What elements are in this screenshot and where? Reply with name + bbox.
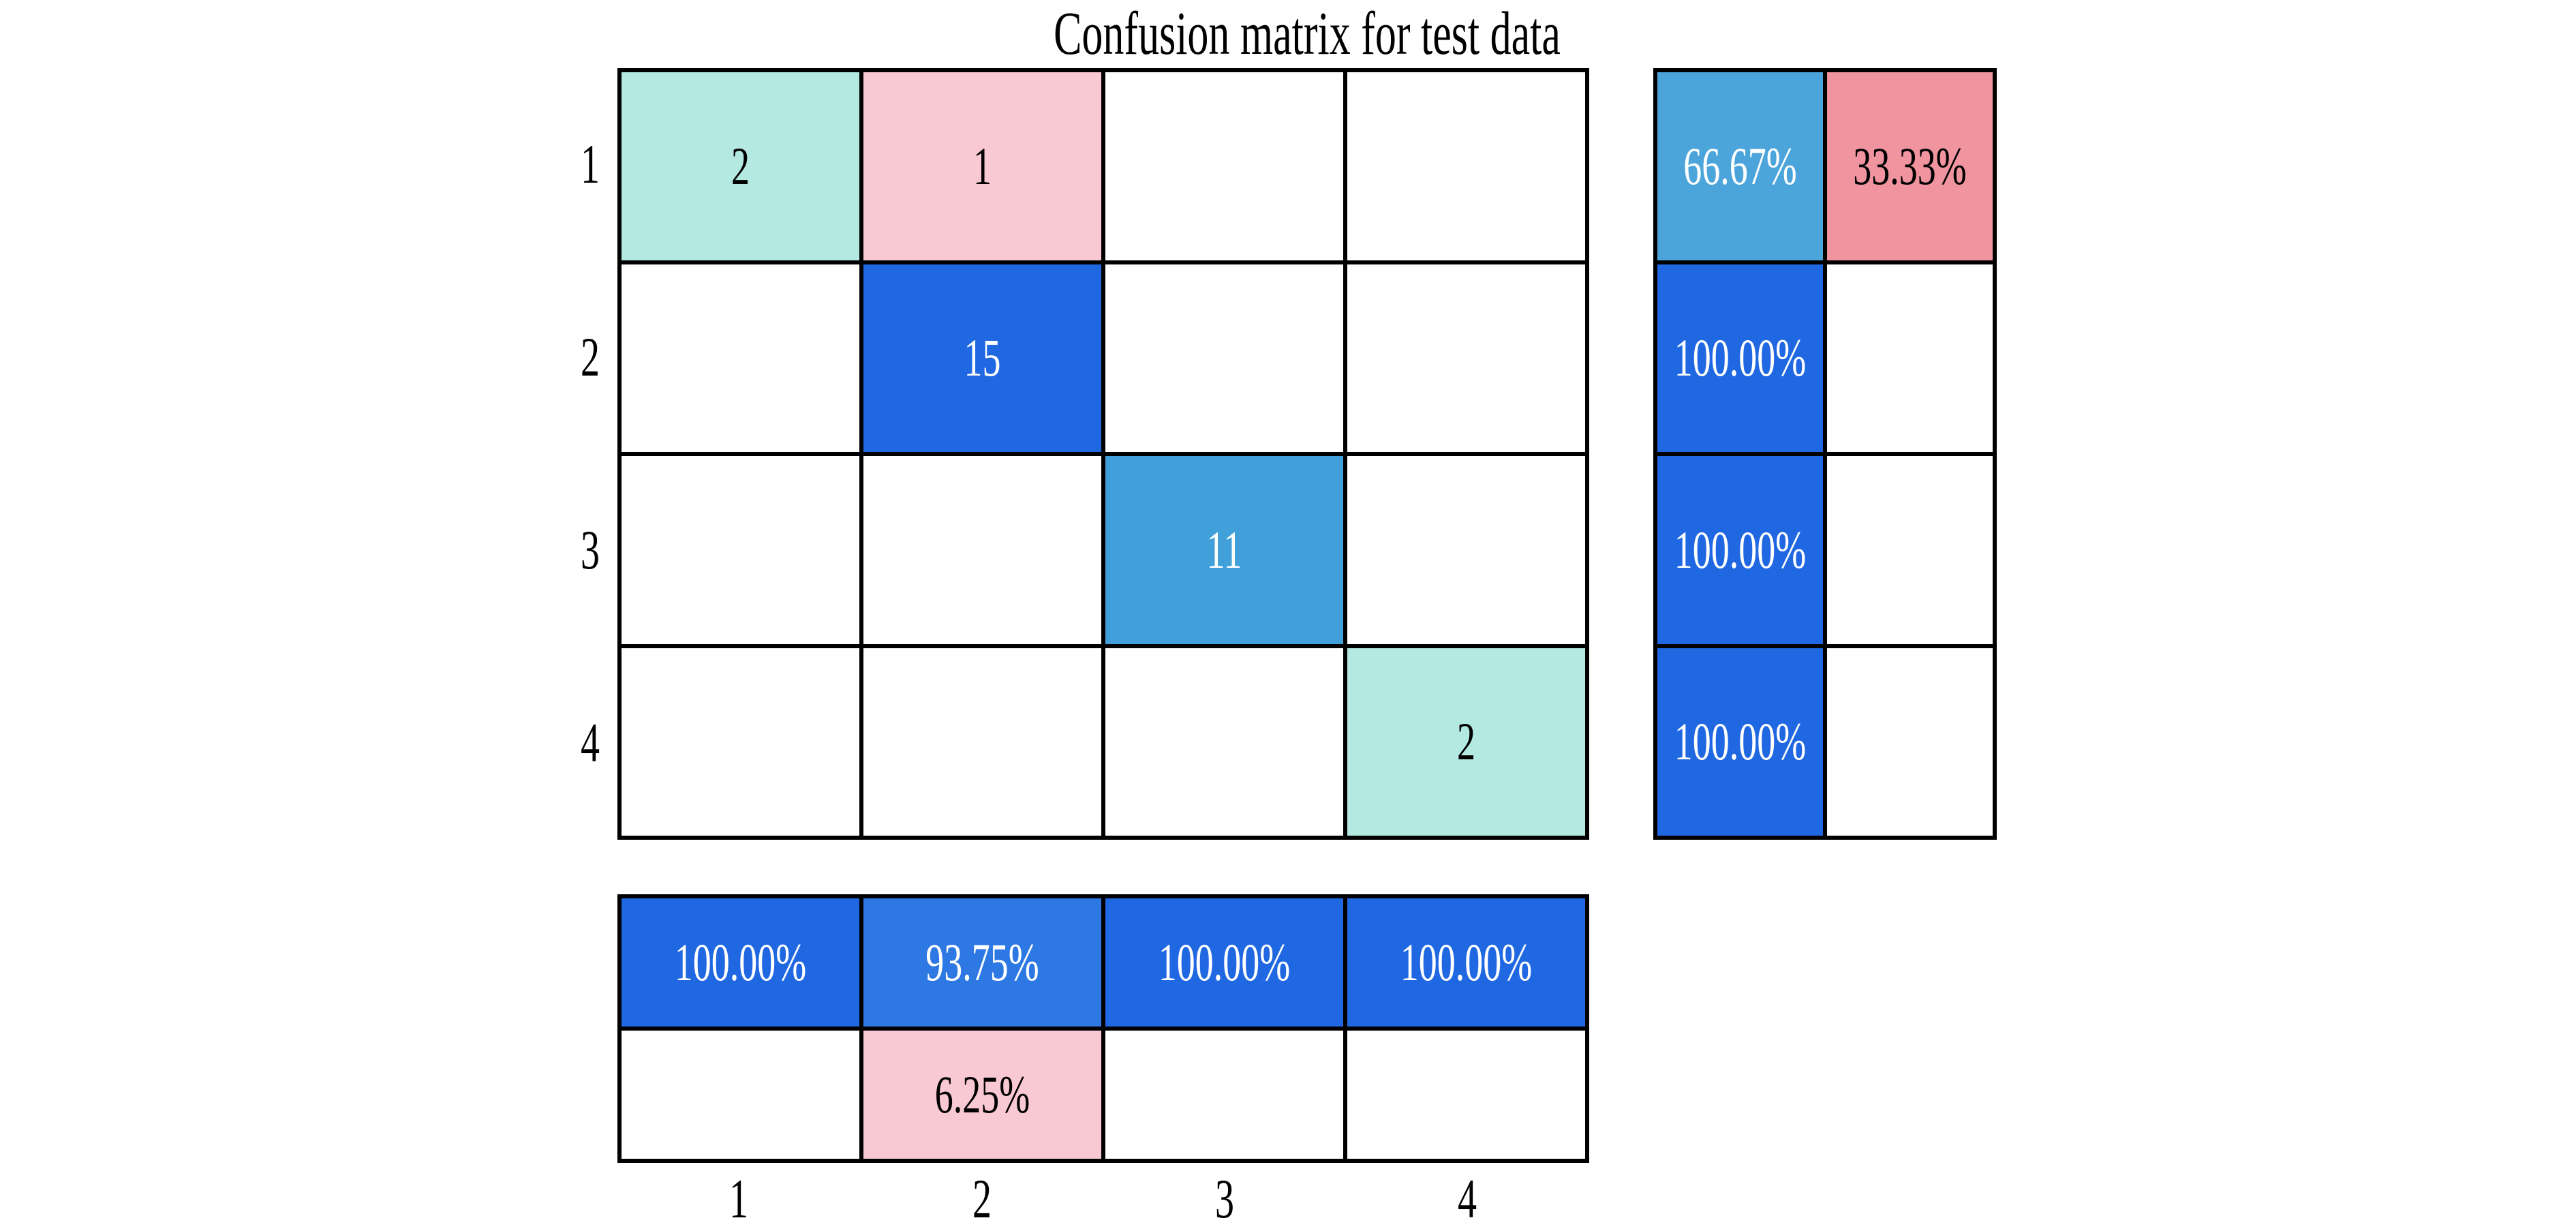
matrix-cell [1105,264,1343,452]
row-summary-cell [1827,264,1993,452]
col-summary-cell: 100.00% [1105,898,1343,1027]
confusion-matrix-grid: 2 1 15 11 2 [617,68,1589,840]
cell-value: 100.00% [1400,932,1533,992]
matrix-cell: 2 [622,72,859,260]
cell-value: 15 [964,328,1001,388]
col-label-4: 4 [1458,1169,1477,1230]
row-summary-cell [1827,456,1993,644]
cell-value: 1 [973,136,992,196]
col-summary-cell: 100.00% [1347,898,1585,1027]
column-summary-grid: 100.00% 93.75% 100.00% 100.00% 6.25% [617,894,1589,1163]
cell-value: 11 [1206,520,1242,580]
matrix-cell [1347,72,1585,260]
cell-value: 2 [731,136,750,196]
row-summary-cell: 66.67% [1657,72,1823,260]
row-summary-cell: 100.00% [1657,264,1823,452]
row-summary-grid: 66.67% 33.33% 100.00% 100.00% 100.00% [1653,68,1997,840]
matrix-cell [1105,648,1343,836]
col-label-3: 3 [1215,1169,1234,1230]
cell-value: 66.67% [1683,136,1797,196]
col-summary-cell [622,1031,859,1159]
col-summary-cell: 6.25% [863,1031,1101,1159]
cell-value: 100.00% [674,932,807,992]
cell-value: 100.00% [1674,328,1807,388]
matrix-cell [1105,72,1343,260]
matrix-cell: 1 [863,72,1101,260]
col-summary-cell [1105,1031,1343,1159]
col-label-1: 1 [729,1169,748,1230]
row-summary-cell: 33.33% [1827,72,1993,260]
matrix-cell [622,648,859,836]
cell-value: 100.00% [1674,712,1807,772]
matrix-cell: 11 [1105,456,1343,644]
matrix-cell [863,648,1101,836]
cell-value: 6.25% [934,1065,1030,1125]
chart-title-text: Confusion matrix for test data [1054,0,1561,67]
row-summary-cell: 100.00% [1657,456,1823,644]
cell-value: 93.75% [925,932,1039,992]
cell-value: 100.00% [1674,520,1807,580]
cell-value: 2 [1457,712,1475,772]
cell-value: 100.00% [1158,932,1291,992]
chart-title: Confusion matrix for test data [617,0,1997,68]
row-label-3: 3 [581,520,600,581]
row-label-1: 1 [581,134,600,196]
col-label-2: 2 [972,1169,992,1230]
cell-value: 33.33% [1853,136,1967,196]
matrix-cell: 15 [863,264,1101,452]
row-summary-cell [1827,648,1993,836]
col-summary-cell [1347,1031,1585,1159]
row-label-4: 4 [581,713,600,774]
matrix-cell [1347,264,1585,452]
matrix-cell [622,456,859,644]
row-label-2: 2 [581,327,600,389]
col-summary-cell: 100.00% [622,898,859,1027]
col-summary-cell: 93.75% [863,898,1101,1027]
matrix-cell [863,456,1101,644]
row-summary-cell: 100.00% [1657,648,1823,836]
matrix-cell: 2 [1347,648,1585,836]
matrix-cell [1347,456,1585,644]
matrix-cell [622,264,859,452]
